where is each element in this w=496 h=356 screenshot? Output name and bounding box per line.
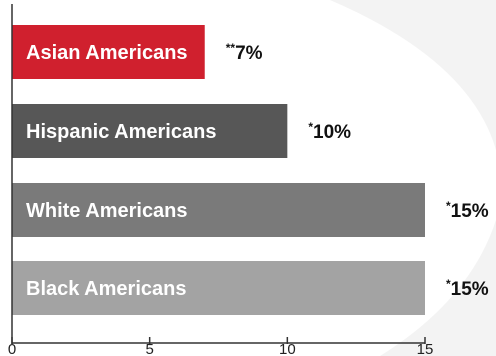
bar-black-americans <box>12 261 425 315</box>
x-tick-label: 10 <box>279 341 296 356</box>
bar-category-label: White Americans <box>26 200 188 222</box>
background-swirl <box>330 0 496 150</box>
x-axis: 0 5 10 15 <box>8 4 434 356</box>
background-swirl-lower <box>380 220 496 356</box>
bar-value-label: *15% <box>446 199 489 222</box>
x-tick-label: 5 <box>145 341 153 356</box>
bars: Asian Americans **7% Hispanic Americans *10… <box>12 25 489 315</box>
bar-white-americans <box>12 183 425 237</box>
bar-category-label: Asian Americans <box>26 42 188 64</box>
bar-value-label: *15% <box>446 277 489 300</box>
bar-asian-americans <box>12 25 205 79</box>
background-decoration <box>330 0 496 356</box>
bar-category-label: Black Americans <box>26 278 186 300</box>
x-tick-label: 15 <box>417 341 434 356</box>
bar-category-label: Hispanic Americans <box>26 121 216 143</box>
bar-value-label: **7% <box>226 41 263 64</box>
x-tick-label: 0 <box>8 341 16 356</box>
bar-value-label: *10% <box>308 120 351 143</box>
bar-hispanic-americans <box>12 104 288 158</box>
